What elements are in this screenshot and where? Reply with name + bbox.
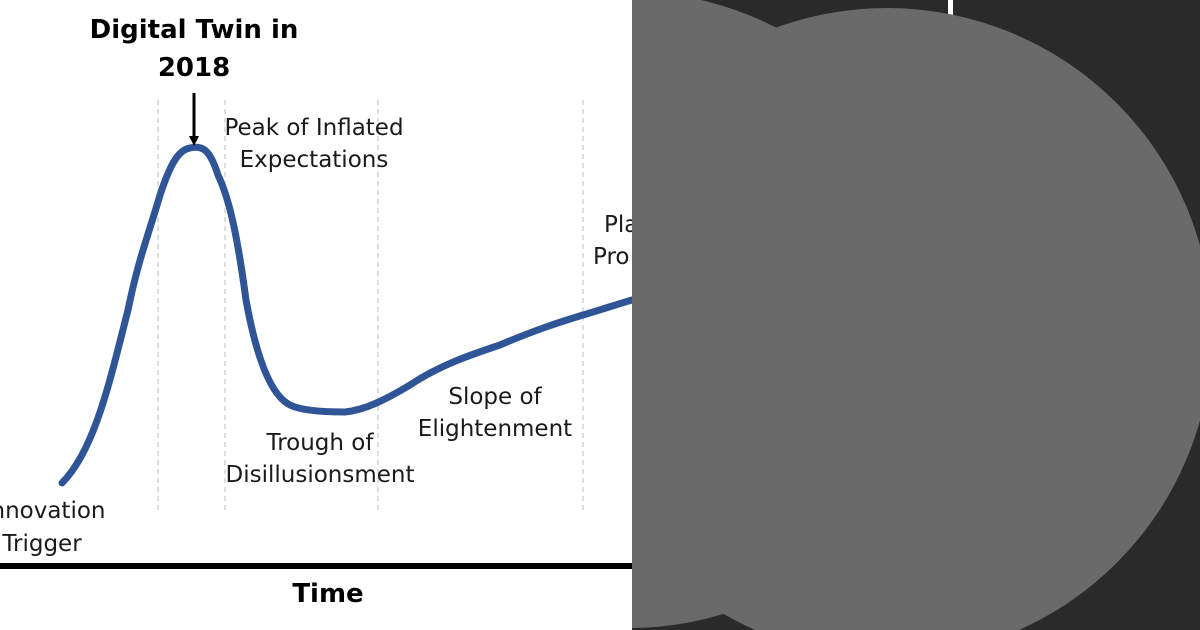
innovation-trigger-label-line2: Trigger — [1, 531, 82, 557]
hype-cycle-svg: Digital Twin in 2018 nnovation Trigger P… — [0, 15, 632, 609]
annotation-line2: 2018 — [158, 53, 230, 83]
plateau-label-line2: Pro — [593, 244, 630, 270]
dark-side-panel — [632, 0, 1200, 630]
hype-curve — [58, 143, 632, 487]
plateau-label-line1: Pla — [604, 212, 632, 238]
slope-label-line2: Elightenment — [418, 416, 572, 442]
peak-label-line1: Peak of Inflated — [224, 115, 403, 141]
slope-label-line1: Slope of — [448, 384, 542, 410]
annotation-line1: Digital Twin in — [90, 15, 299, 45]
innovation-trigger-label-line1: nnovation — [0, 498, 106, 524]
gray-disc-right — [632, 8, 1200, 630]
trough-label-line1: Trough of — [266, 430, 375, 456]
x-axis-label: Time — [292, 579, 363, 609]
peak-label-line2: Expectations — [240, 147, 389, 173]
trough-label-line2: Disillusionsment — [226, 462, 415, 488]
hype-cycle-diagram: Digital Twin in 2018 nnovation Trigger P… — [0, 15, 632, 609]
